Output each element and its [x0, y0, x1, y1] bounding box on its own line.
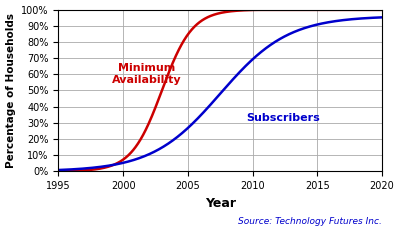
Y-axis label: Percentage of Households: Percentage of Households [6, 13, 16, 168]
Text: Minimum
Availability: Minimum Availability [112, 64, 181, 85]
Text: Subscribers: Subscribers [246, 113, 320, 123]
Text: Source: Technology Futures Inc.: Source: Technology Futures Inc. [238, 217, 382, 226]
X-axis label: Year: Year [205, 197, 236, 210]
